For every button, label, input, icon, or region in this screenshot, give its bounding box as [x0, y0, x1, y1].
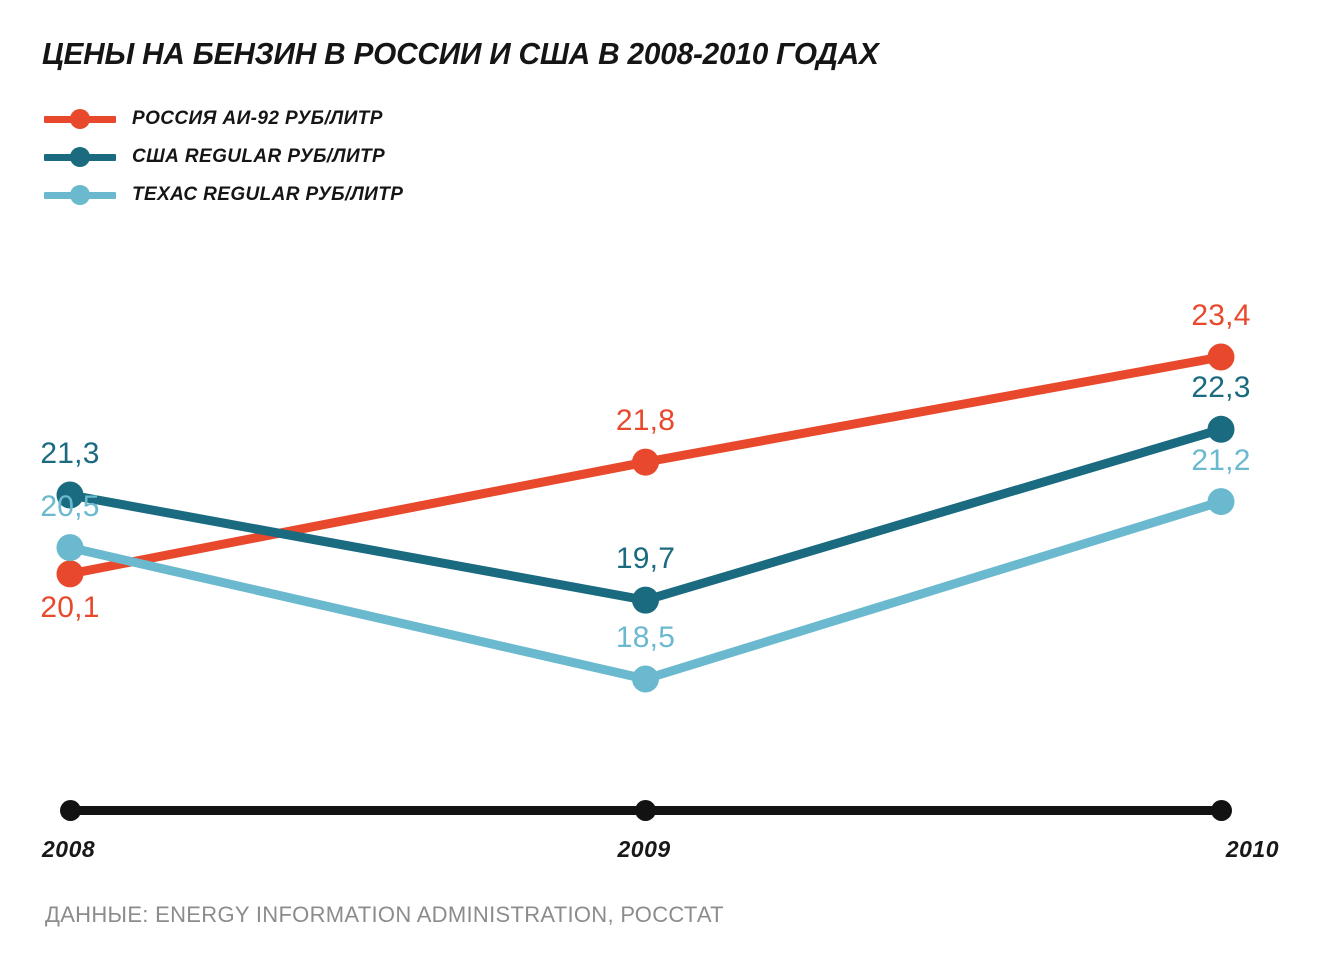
data-point-label: 21,3: [40, 437, 100, 470]
data-point-label: 22,3: [1191, 371, 1251, 405]
data-point-label: 23,4: [1191, 299, 1251, 332]
data-point: [632, 586, 659, 614]
x-axis-tick-label: 2008: [42, 836, 96, 862]
x-axis-tick-dot: [635, 800, 656, 821]
data-point: [1207, 343, 1235, 371]
data-point-label: 21,2: [1191, 443, 1251, 477]
data-point: [56, 534, 84, 562]
data-point-label: 20,1: [40, 590, 100, 624]
data-point: [1207, 488, 1235, 516]
page-title: ЦЕНЫ НА БЕНЗИН В РОССИИ И США В 2008-201…: [42, 36, 879, 71]
legend-item-texas: ТЕХАС REGULAR РУБ/ЛИТР: [44, 176, 403, 214]
legend-marker-texas-icon: [44, 185, 116, 205]
data-point: [632, 665, 659, 693]
data-point-label: 19,7: [615, 542, 676, 576]
legend-item-russia: РОССИЯ АИ-92 РУБ/ЛИТР: [44, 100, 403, 138]
legend-label-russia: РОССИЯ АИ-92 РУБ/ЛИТР: [132, 108, 383, 129]
chart-legend: РОССИЯ АИ-92 РУБ/ЛИТР США REGULAR РУБ/ЛИ…: [44, 100, 403, 214]
x-axis-tick-label: 2010: [1225, 836, 1279, 862]
legend-label-usa: США REGULAR РУБ/ЛИТР: [132, 146, 386, 167]
x-axis-tick-dot: [1210, 800, 1232, 821]
legend-label-texas: ТЕХАС REGULAR РУБ/ЛИТР: [132, 184, 404, 205]
legend-marker-usa-icon: [44, 147, 116, 167]
data-point: [632, 448, 659, 476]
data-point: [56, 560, 84, 588]
data-point-label: 20,5: [40, 489, 100, 523]
data-point-label: 18,5: [615, 621, 676, 654]
x-axis-tick-label: 2009: [617, 836, 671, 862]
source-note: ДАННЫЕ: ENERGY INFORMATION ADMINISTRATIO…: [45, 902, 724, 927]
x-axis-tick-dot: [59, 800, 81, 821]
legend-marker-russia-icon: [44, 109, 116, 129]
legend-item-usa: США REGULAR РУБ/ЛИТР: [44, 138, 403, 176]
data-point-label: 21,8: [615, 404, 676, 438]
data-point: [1207, 415, 1235, 443]
